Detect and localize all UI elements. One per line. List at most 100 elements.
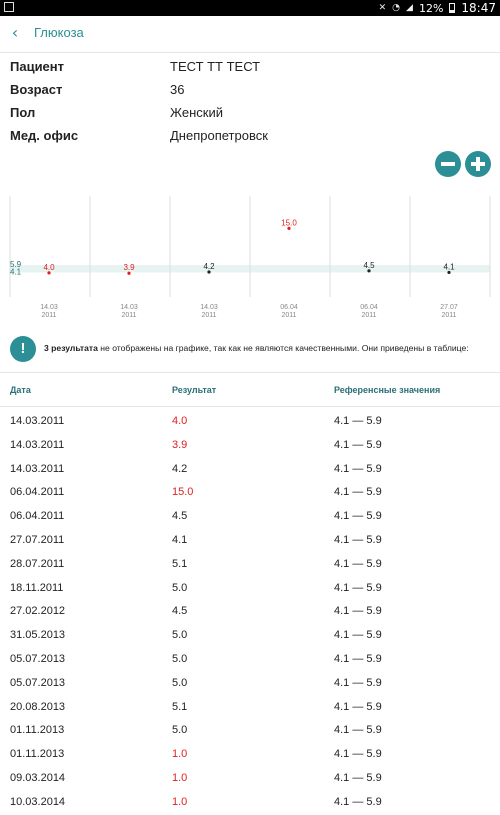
- x-tick-year: 2011: [281, 312, 296, 319]
- x-tick-date: 14.03: [40, 304, 58, 311]
- x-tick-year: 2011: [201, 312, 216, 319]
- row-reference: 4.1 — 5.9: [334, 652, 382, 665]
- data-label: 3.9: [123, 263, 135, 272]
- data-point: [367, 269, 371, 273]
- x-tick-date: 27.07: [440, 304, 458, 311]
- row-result: 4.5: [172, 605, 188, 618]
- row-reference: 4.1 — 5.9: [334, 629, 382, 642]
- table-row: 10.03.2014 1.0 4.1 — 5.9: [0, 791, 500, 815]
- status-bar: ✕ ◔ ◢ 12% 18:47: [0, 0, 500, 16]
- row-reference: 4.1 — 5.9: [334, 581, 382, 594]
- row-date: 14.03.2011: [10, 438, 65, 451]
- row-date: 27.07.2011: [10, 533, 65, 546]
- row-result: 5.0: [172, 581, 188, 594]
- office-value: Днепропетровск: [170, 128, 268, 143]
- office-row: Мед. офис Днепропетровск: [10, 127, 268, 150]
- battery-icon: [449, 3, 456, 13]
- x-tick-year: 2011: [121, 312, 136, 319]
- row-reference: 4.1 — 5.9: [334, 510, 382, 523]
- age-value: 36: [170, 82, 185, 97]
- table-row: 28.07.2011 5.1 4.1 — 5.9: [0, 553, 500, 577]
- reference-lower-label: 4.1: [10, 267, 22, 276]
- row-reference: 4.1 — 5.9: [334, 605, 382, 618]
- data-point: [207, 270, 211, 274]
- row-date: 28.07.2011: [10, 557, 65, 570]
- row-result: 4.1: [172, 533, 188, 546]
- table-row: 14.03.2011 4.2 4.1 — 5.9: [0, 458, 500, 482]
- sex-value: Женский: [170, 105, 223, 120]
- data-label: 4.2: [203, 262, 215, 271]
- back-arrow-icon[interactable]: ‹: [11, 23, 19, 42]
- table-row: 18.11.2011 5.0 4.1 — 5.9: [0, 577, 500, 601]
- table-row: 14.03.2011 4.0 4.1 — 5.9: [0, 410, 500, 434]
- x-tick-date: 06.04: [360, 304, 378, 311]
- zoom-out-button[interactable]: [435, 151, 461, 177]
- signal-icon: ◢: [406, 3, 413, 13]
- clock: 18:47: [461, 1, 496, 15]
- zoom-in-button[interactable]: [465, 151, 491, 177]
- data-point: [447, 270, 451, 275]
- note-rest: не отображены на графике, так как не явл…: [97, 343, 469, 353]
- row-date: 20.08.2013: [10, 700, 66, 713]
- age-label: Возраст: [10, 82, 63, 97]
- row-result: 5.0: [172, 676, 188, 689]
- battery-percent: 12%: [418, 1, 444, 15]
- chart-svg: 5.94.14.014.0320113.914.0320114.214.0320…: [9, 196, 491, 319]
- note-text: 3 результата не отображены на графике, т…: [44, 343, 469, 353]
- table-row: 06.04.2011 4.5 4.1 — 5.9: [0, 505, 500, 529]
- patient-row: Пациент ТЕСТ ТТ ТЕСТ: [10, 58, 268, 81]
- exclamation-icon: !: [10, 336, 36, 362]
- row-reference: 4.1 — 5.9: [334, 724, 382, 737]
- age-row: Возраст 36: [10, 81, 268, 104]
- table-row: 09.03.2014 1.0 4.1 — 5.9: [0, 767, 500, 791]
- row-reference: 4.1 — 5.9: [334, 795, 382, 808]
- data-label: 15.0: [281, 218, 297, 227]
- row-result: 4.5: [172, 510, 188, 523]
- table-row: 05.07.2013 5.0 4.1 — 5.9: [0, 648, 500, 672]
- glucose-chart: 5.9 4.1 4.0 14.03 2011 3.9 14.03 2011 4.2 14.03 20…: [9, 194, 491, 324]
- patient-value: ТЕСТ ТТ ТЕСТ: [170, 59, 261, 74]
- x-tick-year: 2011: [441, 312, 456, 319]
- x-tick-date: 06.04: [280, 304, 298, 311]
- row-date: 01.11.2013: [10, 724, 65, 737]
- row-reference: 4.1 — 5.9: [334, 557, 382, 570]
- x-tick-date: 14.03: [200, 304, 218, 311]
- row-date: 14.03.2011: [10, 462, 65, 475]
- table-row: 27.02.2012 4.5 4.1 — 5.9: [0, 600, 500, 624]
- table-row: 14.03.2011 3.9 4.1 — 5.9: [0, 434, 500, 458]
- row-reference: 4.1 — 5.9: [334, 533, 382, 546]
- patient-info: Пациент ТЕСТ ТТ ТЕСТ Возраст 36 Пол Женс…: [10, 58, 268, 150]
- row-reference: 4.1 — 5.9: [334, 676, 382, 689]
- status-icons: ✕ ◔ ◢ 12% 18:47: [379, 1, 496, 15]
- row-result: 4.0: [172, 415, 188, 427]
- table-row: 27.07.2011 4.1 4.1 — 5.9: [0, 529, 500, 553]
- info-note: ! 3 результата не отображены на графике,…: [10, 336, 490, 364]
- office-label: Мед. офис: [10, 128, 79, 143]
- row-date: 27.02.2012: [10, 605, 66, 618]
- table-row: 01.11.2013 1.0 4.1 — 5.9: [0, 743, 500, 767]
- row-date: 18.11.2011: [10, 581, 64, 594]
- row-date: 06.04.2011: [10, 486, 65, 499]
- row-result: 3.9: [172, 438, 188, 451]
- wifi-icon: ◔: [392, 3, 401, 13]
- table-row: 01.11.2013 5.0 4.1 — 5.9: [0, 719, 500, 743]
- row-reference: 4.1 — 5.9: [334, 748, 382, 761]
- data-label: 4.1: [443, 262, 455, 271]
- x-tick-date: 14.03: [120, 304, 138, 311]
- x-tick-year: 2011: [41, 312, 56, 319]
- header-reference: Референсные значения: [334, 384, 441, 395]
- results-table: Дата Результат Референсные значения 14.0…: [0, 372, 500, 815]
- gallery-icon: [4, 2, 14, 12]
- row-reference: 4.1 — 5.9: [334, 486, 382, 499]
- row-reference: 4.1 — 5.9: [334, 700, 382, 713]
- row-reference: 4.1 — 5.9: [334, 438, 382, 451]
- table-header: Дата Результат Референсные значения: [0, 373, 500, 407]
- data-point: [287, 226, 291, 230]
- reference-upper-label: 5.9: [10, 260, 22, 269]
- note-bold: 3 результата: [44, 343, 98, 353]
- row-date: 05.07.2013: [10, 652, 66, 665]
- row-result: 4.2: [172, 462, 188, 475]
- sex-label: Пол: [10, 105, 36, 120]
- mute-icon: ✕: [378, 3, 387, 13]
- row-date: 14.03.2011: [10, 415, 65, 427]
